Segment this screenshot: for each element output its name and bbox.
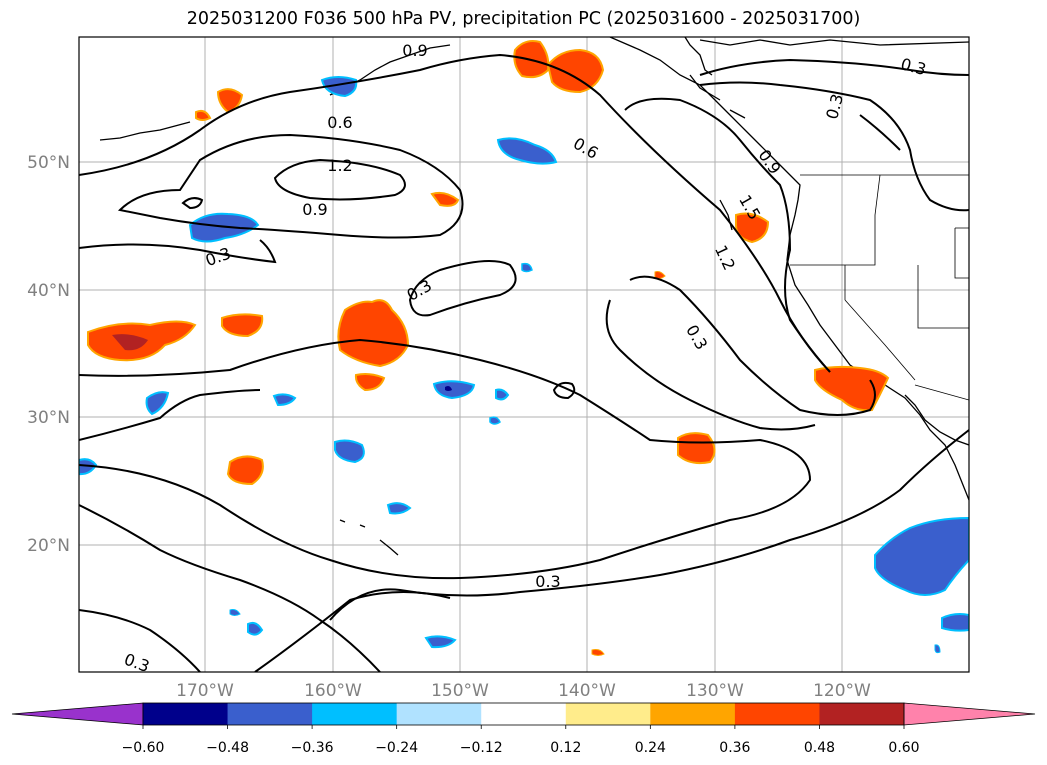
colorbar-tick-label: −0.12 (460, 740, 503, 756)
pv-contour (859, 114, 901, 151)
contour-label: 1.2 (327, 156, 352, 175)
precip-blob (272, 393, 297, 407)
pv-contour (79, 609, 201, 672)
colorbar-tick-label: 0.36 (719, 740, 750, 756)
lon-labels: 170°W 160°W 150°W 140°W 130°W 120°W (176, 681, 871, 701)
precip-blob (247, 621, 264, 636)
lat-labels: 50°N 40°N 30°N 20°N (27, 153, 70, 556)
lon-label: 150°W (431, 681, 489, 701)
precip-blob (495, 388, 510, 401)
precip-blob (320, 76, 358, 98)
colorbar-tick-label: −0.60 (122, 740, 165, 756)
contour-label: 0.9 (402, 41, 427, 60)
precip-blob (424, 635, 457, 649)
pv-contour (699, 58, 969, 76)
precip-negative (79, 76, 969, 654)
precip-blob (814, 365, 890, 412)
colorbar-tick-label: 0.12 (550, 740, 581, 756)
lon-label: 160°W (304, 681, 362, 701)
colorbar-extend-min (11, 702, 144, 726)
precip-blob (521, 262, 533, 273)
precip-blob (334, 439, 365, 464)
pv-contour (629, 275, 876, 416)
colorbar-segment (312, 703, 398, 725)
pv-contour (79, 338, 812, 580)
lon-label: 120°W (813, 681, 871, 701)
pv-contour (79, 239, 277, 264)
lon-label: 130°W (686, 681, 744, 701)
colorbar-outline (142, 702, 905, 726)
gridlines (79, 37, 969, 672)
colorbar-tick-label: −0.36 (291, 740, 334, 756)
pv-contour (79, 504, 381, 672)
pv-contour (624, 97, 831, 373)
precip-blob (229, 609, 241, 616)
pv-contour (329, 429, 969, 621)
colorbar-ticks: −0.60 −0.48 −0.36 −0.24 −0.12 0.12 0.24 0.36 0.4… (122, 725, 920, 756)
precip-blob (354, 373, 386, 392)
contour-label: 0.3 (535, 572, 560, 591)
colorbar-tick-label: −0.24 (375, 740, 418, 756)
pv-contour (408, 260, 517, 317)
map-area (79, 37, 969, 672)
lat-label: 50°N (27, 153, 70, 173)
lon-label: 170°W (176, 681, 234, 701)
precip-blob (226, 455, 264, 486)
colorbar-extend-max (903, 702, 1036, 726)
colorbar-segment (650, 703, 736, 725)
colorbar-segment (481, 703, 567, 725)
coastlines (99, 37, 969, 556)
lon-label: 140°W (558, 681, 616, 701)
pv-contour (605, 299, 816, 431)
pv-contour (273, 158, 406, 201)
precip-blob (677, 432, 716, 465)
pv-contours (79, 53, 969, 672)
precip-blob (445, 386, 452, 391)
map-frame (78, 36, 970, 673)
borders (790, 174, 969, 401)
precip-blob (432, 380, 476, 400)
colorbar-tick-label: −0.48 (206, 740, 249, 756)
contour-label: 0.6 (327, 113, 352, 132)
pv-contour (254, 590, 451, 672)
precip-positive (87, 40, 890, 656)
precip-blob (112, 334, 148, 351)
precip-blob (496, 137, 558, 165)
precip-blob (934, 644, 941, 654)
colorbar (11, 702, 1036, 726)
lat-label: 40°N (27, 281, 70, 301)
precip-blob (591, 649, 605, 656)
precip-blob (221, 313, 264, 338)
colorbar-segment (396, 703, 482, 725)
precip-blob (941, 613, 969, 632)
lat-label: 30°N (27, 408, 70, 428)
colorbar-segment (227, 703, 313, 725)
precip-blob (79, 458, 98, 476)
precip-blob (216, 88, 244, 114)
colorbar-segment (565, 703, 651, 725)
colorbar-tick-label: 0.24 (635, 740, 666, 756)
precip-blob (195, 109, 212, 121)
precip-blob (489, 416, 501, 425)
colorbar-segment (143, 703, 229, 725)
map-title: 2025031200 F036 500 hPa PV, precipitatio… (186, 9, 861, 29)
colorbar-tick-label: 0.60 (888, 740, 919, 756)
lat-label: 20°N (27, 536, 70, 556)
pv-contour (79, 389, 261, 441)
precip-blob (386, 502, 412, 515)
contour-label: 0.9 (302, 200, 327, 219)
precip-blob (430, 191, 460, 207)
colorbar-tick-label: 0.48 (804, 740, 835, 756)
precip-blob (546, 48, 605, 94)
pv-contour (181, 197, 204, 210)
pv-contour (117, 133, 464, 239)
precip-blob (874, 516, 969, 596)
colorbar-segment (734, 703, 820, 725)
pv-contour (699, 81, 969, 212)
colorbar-segment (819, 703, 905, 725)
precip-blob (145, 391, 170, 416)
pv-contour (79, 53, 831, 373)
